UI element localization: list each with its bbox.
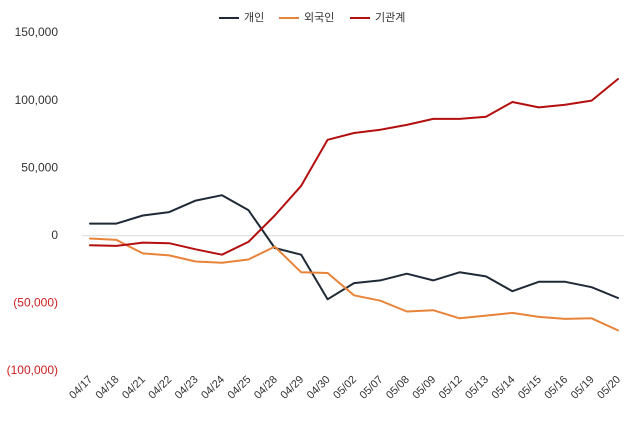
- x-tick-label: 05/07: [358, 374, 386, 402]
- x-tick-label: 04/29: [278, 374, 306, 402]
- x-tick-label: 04/22: [146, 374, 174, 402]
- x-tick-label: 05/12: [437, 374, 465, 402]
- series-line: [89, 78, 619, 256]
- y-tick-label: 100,000: [15, 93, 59, 107]
- x-tick-label: 05/13: [463, 374, 491, 402]
- x-tick-label: 05/08: [384, 374, 412, 402]
- legend: 개인 외국인 기관계: [219, 11, 405, 24]
- x-tick-label: 04/21: [120, 374, 148, 402]
- series-line: [89, 237, 619, 332]
- legend-label: 외국인: [304, 11, 334, 24]
- legend-label: 개인: [244, 11, 264, 24]
- x-tick-label: 04/18: [94, 374, 122, 402]
- series-line: [89, 194, 619, 301]
- x-tick-label: 05/20: [595, 374, 623, 402]
- x-tick-label: 04/23: [173, 374, 201, 402]
- series-lines: [89, 78, 619, 332]
- y-tick-label: 0: [51, 228, 58, 242]
- x-tick-label: 05/02: [331, 374, 359, 402]
- legend-label: 기관계: [375, 11, 405, 24]
- y-tick-label: (100,000): [7, 363, 58, 377]
- x-tick-label: 05/14: [490, 374, 518, 402]
- y-axis-ticks: 150,000 100,000 50,000 0 (50,000) (100,000): [7, 25, 59, 377]
- x-tick-label: 04/25: [226, 374, 254, 402]
- x-tick-label: 04/28: [252, 374, 280, 402]
- x-tick-label: 04/17: [67, 374, 95, 402]
- y-tick-label: 50,000: [21, 160, 58, 174]
- x-tick-label: 05/19: [569, 374, 597, 402]
- x-axis-ticks: 04/1704/1804/2104/2204/2304/2404/2504/28…: [67, 374, 623, 402]
- y-tick-label: (50,000): [13, 296, 58, 310]
- x-tick-label: 05/15: [516, 374, 544, 402]
- x-tick-label: 05/16: [542, 374, 570, 402]
- x-tick-label: 05/09: [410, 374, 438, 402]
- y-tick-label: 150,000: [15, 25, 59, 39]
- x-tick-label: 04/24: [199, 374, 227, 402]
- x-tick-label: 04/30: [305, 374, 333, 402]
